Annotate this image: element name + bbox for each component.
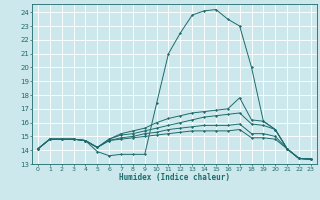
X-axis label: Humidex (Indice chaleur): Humidex (Indice chaleur) xyxy=(119,173,230,182)
